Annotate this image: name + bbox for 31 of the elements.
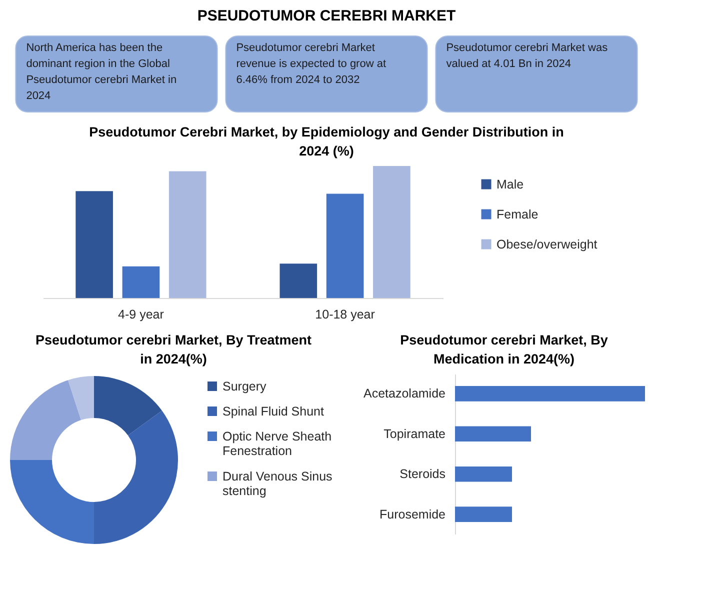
donut-slice [68,376,94,420]
text: North America has been the dominant region in the Global Pseudotumor cerebri Market in 2024 [26,42,177,102]
legend-label: Female [496,207,538,222]
bar [168,171,206,298]
text: Pseudotumor cerebri Market was valued at 4.01 Bn in 2024 [446,42,608,70]
legend-label: Optic Nerve Sheath Fenestration [222,429,332,458]
y-tick-label: Acetazolamide [364,386,446,401]
bar [326,194,364,298]
y-tick-label: Furosemide [380,507,446,522]
chart-title: Pseudotumor cerebri Market, By Medication in 2024(%) [400,332,608,366]
x-tick-label: 4-9 year [118,308,164,322]
bar [122,266,160,298]
legend-label: Obese/overweight [496,237,598,252]
bar [76,191,113,298]
bar [373,166,410,298]
donut-slice [10,460,94,544]
x-tick-label: 10-18 year [315,308,375,322]
chart-title: Pseudotumor Cerebri Market, by Epidemiology and Gender Distribution in 2024 (%) [89,124,564,158]
y-tick-label: Topiramate [384,426,446,441]
y-tick-label: Steroids [400,467,446,482]
legend-label: Surgery [222,379,268,394]
legend-label: Male [496,177,524,192]
legend-label: Dural Venous Sinus stenting [222,469,332,498]
legend-label: Spinal Fluid Shunt [222,404,324,418]
bar [280,264,318,298]
donut-slice [94,376,162,436]
donut-slice [10,380,82,460]
text: PSEUDOTUMOR CEREBRI MARKET [197,8,456,24]
chart-title: Pseudotumor cerebri Market, By Treatment in 2024(%) [35,332,312,366]
donut-slice [94,410,178,544]
text: Pseudotumor cerebri Market revenue is expected to grow at 6.46% from 2024 to 2032 [236,42,386,86]
